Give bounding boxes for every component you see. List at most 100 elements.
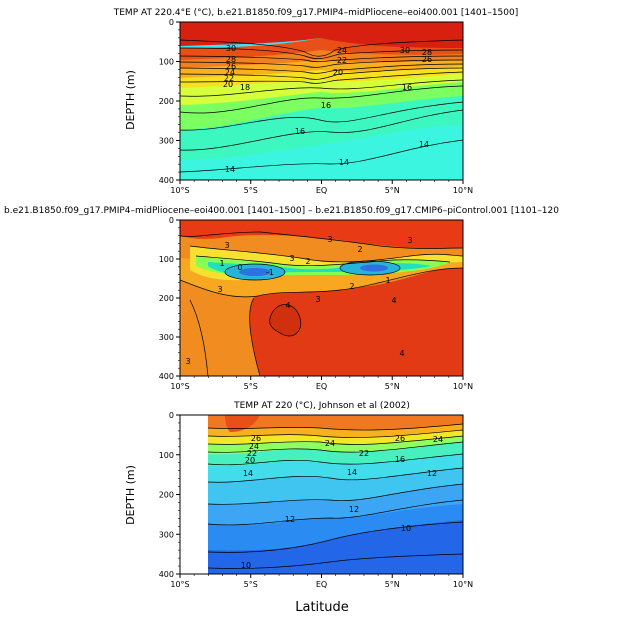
p3-band-26 xyxy=(208,415,463,431)
p3-clabel-26b: 26 xyxy=(395,434,405,443)
x-tick-label: 5°N xyxy=(385,186,400,195)
panel-2-x-axis: 10°S 5°S EQ 5°N 10°N xyxy=(170,376,473,391)
panel-3-y-axis: 0 100 200 300 400 xyxy=(159,411,180,579)
p2-clabel-4a: 4 xyxy=(285,301,290,310)
p2-clabel-2: 2 xyxy=(305,257,310,266)
p2-band-4b xyxy=(249,265,463,376)
p3-clabel-14b: 14 xyxy=(347,468,357,477)
p3-clabel-14: 14 xyxy=(243,469,253,478)
y-tick-label: 0 xyxy=(169,411,174,420)
p2-band-4a xyxy=(180,220,463,249)
p2-clabel-3e: 3 xyxy=(185,357,190,366)
p1-iso-28 xyxy=(180,47,463,59)
x-tick-label: 10°N xyxy=(453,186,473,195)
x-tick-label: EQ xyxy=(316,186,327,195)
p3-line-16 xyxy=(207,453,463,466)
p2-clabel-0: 0 xyxy=(237,263,242,272)
panel-3-contour-fill xyxy=(208,415,463,574)
y-tick-label: 300 xyxy=(159,333,174,342)
p2-band-neg2-west xyxy=(239,268,271,276)
x-tick-label: 5°S xyxy=(244,580,258,589)
p3-band-18 xyxy=(208,434,463,455)
panel-2-y-axis: 0 100 200 300 400 xyxy=(159,216,180,381)
p3-clabel-22: 22 xyxy=(247,449,257,458)
p3-clabel-10b: 10 xyxy=(401,524,411,533)
p1-clabel-22: 22 xyxy=(224,74,234,83)
p2-line-a xyxy=(180,231,463,249)
y-tick-label: 100 xyxy=(159,451,174,460)
p3-band-16 xyxy=(208,440,463,467)
p1-clabel-18: 18 xyxy=(240,83,250,92)
p1-clabel-26b: 26 xyxy=(422,55,432,64)
p1-iso-26 xyxy=(180,55,463,63)
p3-line-9 xyxy=(207,553,463,569)
p3-clabel-12b: 12 xyxy=(349,505,359,514)
y-tick-label: 0 xyxy=(169,18,174,27)
y-tick-label: 200 xyxy=(159,294,174,303)
panel-2-contour-labels: 3 3 2 1 0 -1 1 2 3 3 4 4 4 3 3 2 3 xyxy=(185,235,412,366)
y-tick-label: 300 xyxy=(159,137,174,146)
p3-line-26 xyxy=(207,423,463,431)
p2-line-i xyxy=(189,299,209,376)
p1-iso-14 xyxy=(180,139,463,173)
p3-line-22 xyxy=(207,435,463,445)
p1-iso-17 xyxy=(180,85,463,114)
p2-clabel-2b: 2 xyxy=(349,282,354,291)
p2-clabel-neg1: -1 xyxy=(266,268,274,277)
p3-clabel-16: 16 xyxy=(395,455,405,464)
panel-2-contour-lines xyxy=(180,231,463,376)
y-tick-label: 400 xyxy=(159,176,174,185)
p1-clabel-22b: 22 xyxy=(337,56,347,65)
y-tick-label: 400 xyxy=(159,570,174,579)
x-tick-label: 5°S xyxy=(244,382,258,391)
panel-3-title: TEMP AT 220 (°C), Johnson et al (2002) xyxy=(233,401,410,411)
panel-1: TEMP AT 220.4°E (°C), b.e21.B1850.f09_g1… xyxy=(113,8,519,195)
panel-3: TEMP AT 220 (°C), Johnson et al (2002) xyxy=(124,401,473,615)
p3-clabel-24b: 24 xyxy=(325,439,335,448)
panel-3-contour-labels: 26 24 22 20 24 22 14 12 12 10 10 26 16 1… xyxy=(241,434,443,570)
panel-3-xlabel: Latitude xyxy=(295,600,349,615)
panel-2-title: b.e21.B1850.f09_g17.PMIP4–midPliocene–eo… xyxy=(4,206,559,216)
x-tick-label: 5°N xyxy=(385,382,400,391)
p2-clabel-3c: 3 xyxy=(217,285,222,294)
p1-clabel-28b: 28 xyxy=(422,48,432,57)
p3-clabel-12c: 12 xyxy=(427,469,437,478)
y-tick-label: 400 xyxy=(159,372,174,381)
p2-clabel-3b: 3 xyxy=(289,254,294,263)
x-tick-label: 10°N xyxy=(453,580,473,589)
p1-iso-19 xyxy=(180,71,463,84)
p2-line-f xyxy=(269,304,302,337)
x-tick-label: EQ xyxy=(316,382,327,391)
p1-iso-16a xyxy=(180,101,463,131)
x-tick-label: 5°S xyxy=(244,186,258,195)
p2-line-g xyxy=(224,263,286,281)
panel-3-contour-lines xyxy=(207,423,463,569)
panel-1-contour-fill xyxy=(180,22,463,180)
p3-clabel-24: 24 xyxy=(249,442,259,451)
p1-clabel-24: 24 xyxy=(225,68,235,77)
panel-1-x-axis: 10°S 5°S EQ 5°N 10°N xyxy=(170,180,473,195)
p2-band-4c xyxy=(269,304,301,337)
p3-line-10 xyxy=(207,521,463,553)
p1-clabel-16c: 16 xyxy=(402,83,412,92)
p1-clabel-20: 20 xyxy=(223,80,233,89)
p3-band-11b xyxy=(208,520,463,574)
p1-iso-22 xyxy=(180,63,463,74)
panel-3-ylabel: DEPTH (m) xyxy=(124,465,137,525)
p3-clabel-12a: 12 xyxy=(285,515,295,524)
x-tick-label: 10°N xyxy=(453,382,473,391)
p1-iso-15 xyxy=(180,109,463,151)
panel-3-x-axis: 10°S 5°S EQ 5°N 10°N xyxy=(170,574,473,589)
p2-line-d xyxy=(180,267,463,298)
x-tick-label: 5°N xyxy=(385,580,400,589)
y-tick-label: 200 xyxy=(159,97,174,106)
p2-clabel-3d: 3 xyxy=(315,295,320,304)
p1-band-16 xyxy=(180,85,463,160)
p3-line-20 xyxy=(207,441,463,453)
p1-iso-20 xyxy=(180,67,463,80)
p2-line-b xyxy=(189,245,463,263)
p1-iso-18 xyxy=(180,79,463,97)
p2-clabel-3g: 3 xyxy=(327,235,332,244)
x-tick-label: 10°S xyxy=(170,186,189,195)
